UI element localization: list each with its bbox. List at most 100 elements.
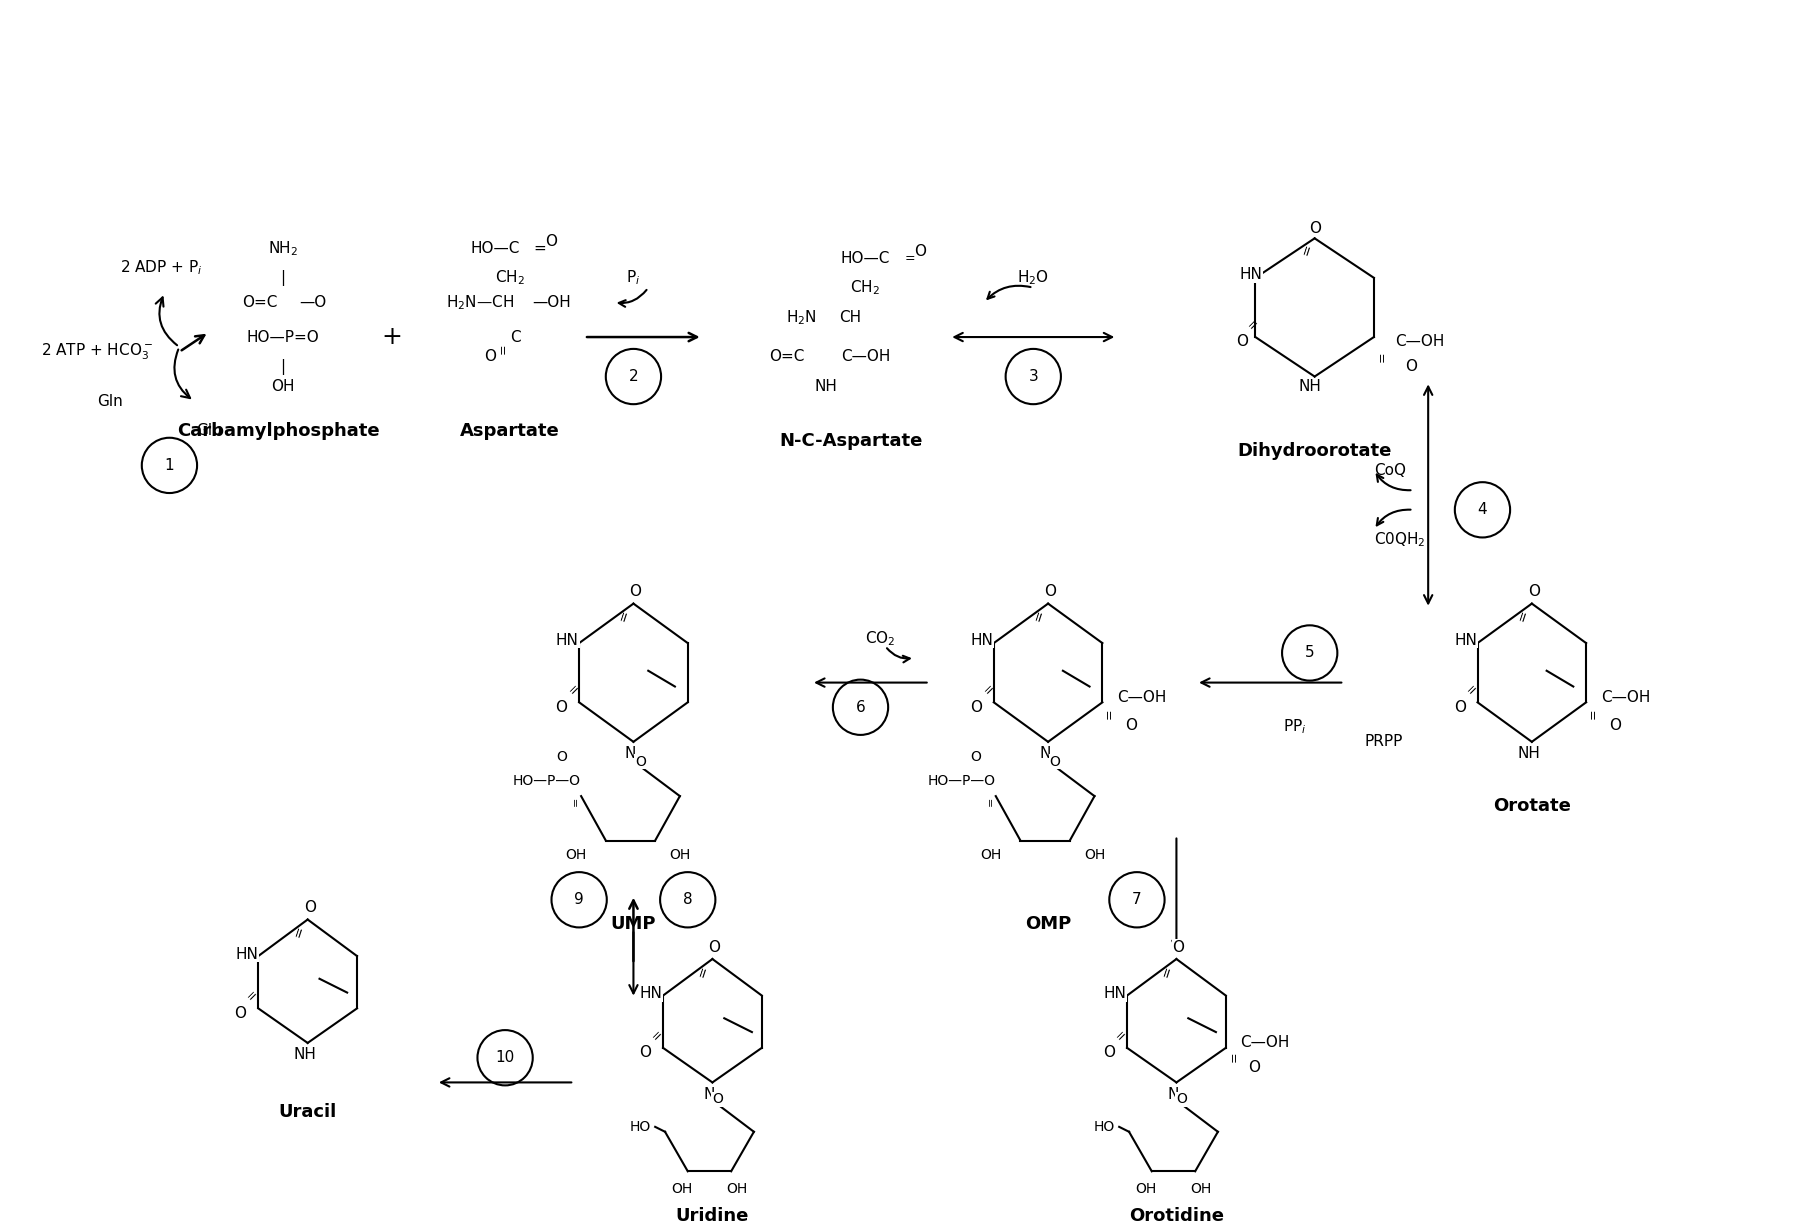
Text: 3: 3 — [1028, 369, 1039, 385]
Text: =: = — [1031, 609, 1049, 624]
Text: CH: CH — [839, 310, 862, 325]
Text: HO—P—O: HO—P—O — [927, 774, 995, 789]
Text: NH: NH — [1517, 746, 1541, 761]
Text: HO: HO — [1094, 1120, 1114, 1134]
Text: Uridine: Uridine — [675, 1207, 749, 1225]
Text: =: = — [1246, 316, 1262, 332]
Text: O: O — [234, 1006, 247, 1020]
Text: 2 ATP + HCO$_3^-$: 2 ATP + HCO$_3^-$ — [41, 342, 153, 363]
Text: C—OH: C—OH — [1600, 690, 1651, 704]
Text: UMP: UMP — [610, 915, 657, 933]
Text: NH: NH — [815, 379, 837, 394]
Text: OH: OH — [1084, 849, 1105, 862]
Text: O: O — [556, 750, 567, 763]
Text: |: | — [281, 359, 286, 375]
Text: OH: OH — [565, 849, 587, 862]
Text: N-C-Aspartate: N-C-Aspartate — [779, 431, 922, 450]
Text: NH: NH — [1298, 379, 1321, 394]
Text: 2: 2 — [628, 369, 639, 385]
Text: OH: OH — [727, 1182, 747, 1196]
Text: CH$_2$: CH$_2$ — [495, 268, 526, 287]
Text: O: O — [709, 940, 720, 954]
Text: HN: HN — [639, 986, 662, 1001]
Text: HN: HN — [1454, 632, 1478, 648]
Text: H$_2$N: H$_2$N — [787, 307, 817, 327]
Text: H$_2$N—CH: H$_2$N—CH — [446, 293, 515, 312]
Text: =: = — [1463, 681, 1481, 698]
Text: C—OH: C—OH — [1118, 690, 1166, 704]
Text: =: = — [565, 681, 583, 698]
Text: OH: OH — [1136, 1182, 1156, 1196]
Text: O: O — [1406, 359, 1417, 374]
Text: C—OH: C—OH — [1395, 334, 1445, 349]
Text: NH$_2$: NH$_2$ — [268, 239, 299, 257]
Text: Uracil: Uracil — [279, 1102, 337, 1121]
Text: Glu: Glu — [196, 424, 221, 439]
Text: Orotate: Orotate — [1492, 797, 1571, 815]
Text: Gln: Gln — [97, 393, 122, 409]
Text: O: O — [1309, 220, 1321, 236]
Text: O: O — [1125, 718, 1138, 733]
Text: —O: —O — [299, 295, 326, 310]
Text: N: N — [1039, 746, 1051, 761]
Text: =: = — [986, 796, 995, 806]
Text: 8: 8 — [682, 892, 693, 908]
Text: O: O — [1049, 755, 1060, 768]
Text: HN: HN — [1103, 986, 1127, 1001]
Text: 5: 5 — [1305, 646, 1314, 660]
Text: 2 ADP + P$_i$: 2 ADP + P$_i$ — [121, 258, 203, 277]
Text: O: O — [1454, 699, 1465, 714]
Text: O: O — [1172, 940, 1184, 954]
Text: OH: OH — [1190, 1182, 1211, 1196]
Text: —OH: —OH — [533, 295, 571, 310]
Text: O: O — [556, 699, 567, 714]
Text: =: = — [1300, 243, 1316, 258]
Text: CoQ: CoQ — [1373, 463, 1406, 478]
Text: O: O — [713, 1093, 724, 1106]
Text: =: = — [1516, 609, 1532, 624]
Text: C—OH: C—OH — [841, 349, 891, 364]
Text: P$_i$: P$_i$ — [626, 268, 641, 287]
Text: +: + — [382, 325, 401, 349]
Text: O: O — [635, 755, 646, 768]
Text: O=C: O=C — [769, 349, 805, 364]
Text: PP$_i$: PP$_i$ — [1283, 718, 1307, 736]
Text: O: O — [914, 244, 925, 258]
Text: Carbamylphosphate: Carbamylphosphate — [176, 421, 380, 440]
Text: O: O — [484, 349, 497, 364]
Text: O: O — [1175, 1093, 1186, 1106]
Text: =: = — [648, 1027, 666, 1044]
Text: O: O — [630, 584, 641, 599]
Text: =: = — [1112, 1027, 1129, 1044]
Text: CO$_2$: CO$_2$ — [866, 628, 895, 648]
Text: C: C — [509, 330, 520, 344]
Text: HN: HN — [556, 632, 580, 648]
Text: O: O — [970, 750, 981, 763]
Text: =: = — [497, 343, 509, 354]
Text: O: O — [304, 900, 315, 915]
Text: HO—P=O: HO—P=O — [247, 330, 319, 344]
Text: =: = — [292, 925, 308, 940]
Text: =: = — [245, 987, 261, 1004]
Text: =: = — [1159, 964, 1177, 980]
Text: HO—P—O: HO—P—O — [513, 774, 581, 789]
Text: Dihydroorotate: Dihydroorotate — [1237, 441, 1391, 459]
Text: =: = — [1375, 352, 1388, 363]
Text: =: = — [571, 796, 581, 806]
Text: O=C: O=C — [243, 295, 277, 310]
Text: N: N — [704, 1087, 715, 1101]
Text: |: | — [281, 270, 286, 285]
Text: HO: HO — [630, 1120, 652, 1134]
Text: HN: HN — [1238, 267, 1262, 282]
Text: NH: NH — [293, 1047, 317, 1062]
Text: O: O — [1609, 718, 1620, 733]
Text: =: = — [1103, 709, 1116, 719]
Text: OH: OH — [272, 379, 295, 394]
Text: =: = — [617, 609, 634, 624]
Text: H$_2$O: H$_2$O — [1017, 268, 1049, 287]
Text: OMP: OMP — [1024, 915, 1071, 933]
Text: OH: OH — [981, 849, 1001, 862]
Text: O: O — [1528, 584, 1539, 599]
Text: HN: HN — [970, 632, 994, 648]
Text: O: O — [1237, 334, 1249, 349]
